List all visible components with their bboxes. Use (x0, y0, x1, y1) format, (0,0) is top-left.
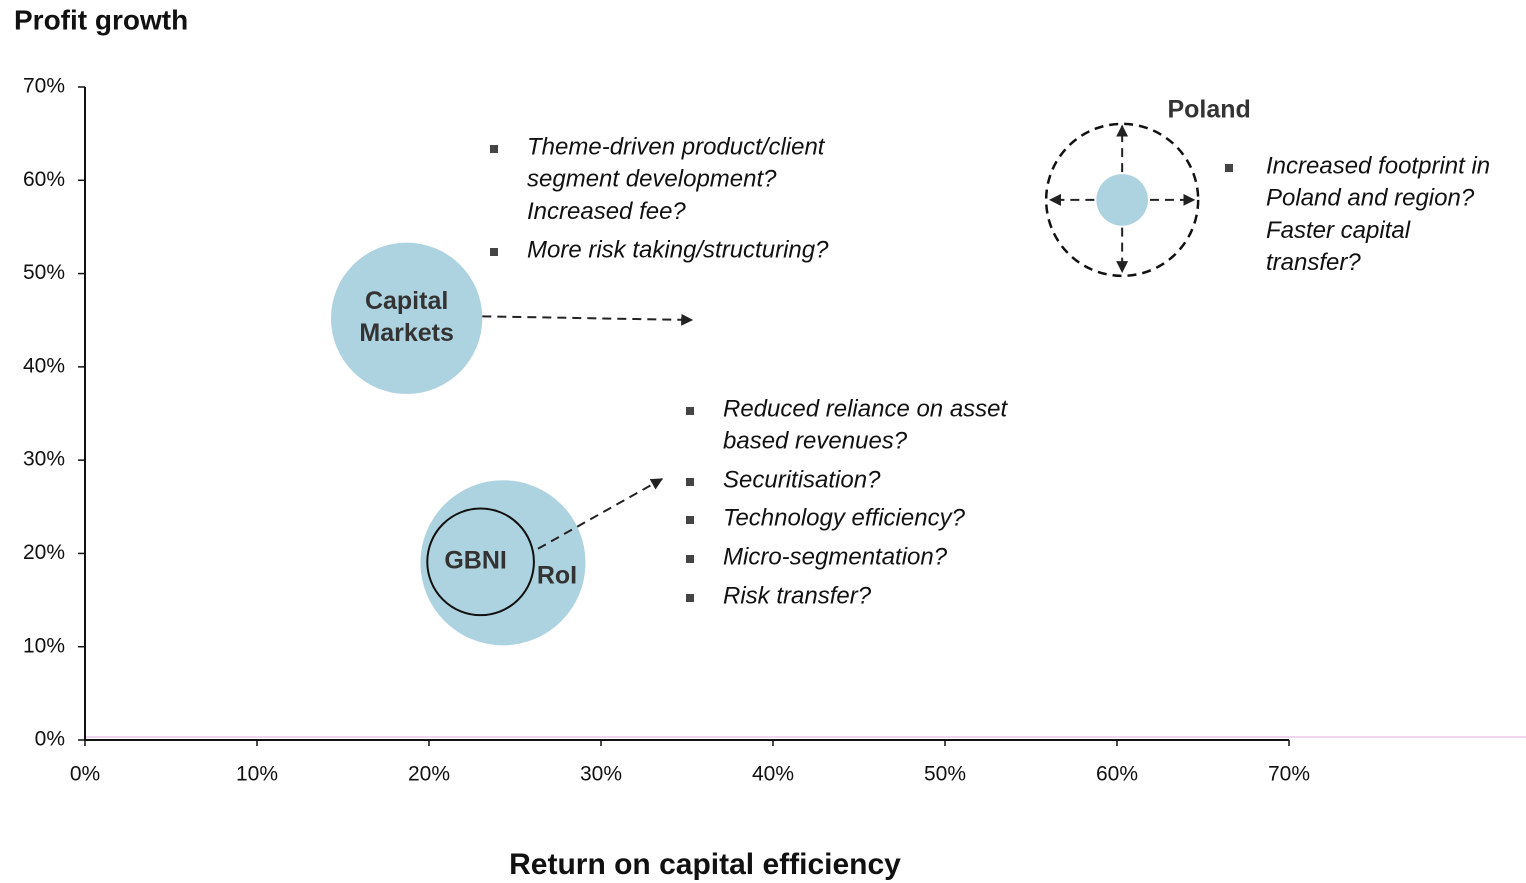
bubble (330, 242, 483, 395)
bubble (1096, 174, 1148, 226)
bullet (490, 248, 498, 256)
x-tick-label: 50% (924, 763, 966, 786)
x-tick-label: 10% (236, 763, 278, 786)
note-text: Theme-driven product/client (527, 133, 826, 160)
bubble-label: Markets (359, 319, 454, 347)
note-text: Risk transfer? (723, 582, 872, 609)
bubble-label: Capital (365, 287, 448, 315)
note-text: Increased footprint in (1266, 152, 1490, 179)
x-tick-label: 20% (408, 763, 450, 786)
y-tick-label: 60% (23, 168, 65, 191)
bullet (1225, 164, 1233, 172)
arrow (482, 313, 694, 326)
y-tick-label: 30% (23, 448, 65, 471)
note-text: Reduced reliance on asset (723, 395, 1009, 422)
note-text: Securitisation? (723, 466, 881, 493)
bullet (686, 407, 694, 415)
bullet (686, 555, 694, 563)
x-tick-label: 40% (752, 763, 794, 786)
y-tick-label: 40% (23, 354, 65, 377)
x-axis-label: Return on capital efficiency (509, 848, 901, 881)
note-text: Micro-segmentation? (723, 543, 948, 570)
bullet (490, 145, 498, 153)
y-tick-label: 50% (23, 261, 65, 284)
y-tick-label: 20% (23, 541, 65, 564)
note-text: Increased fee? (527, 198, 686, 225)
y-tick-label: 0% (35, 728, 65, 751)
chart-title: Profit growth (14, 4, 188, 35)
note-text: based revenues? (723, 428, 908, 455)
bubble (420, 480, 586, 646)
note-text: transfer? (1266, 249, 1361, 276)
note-text: Faster capital (1266, 217, 1411, 244)
arrow (537, 478, 664, 550)
bubble (426, 507, 535, 617)
x-tick-label: 0% (70, 763, 100, 786)
bubble-label: RoI (537, 561, 577, 589)
y-tick-label: 70% (23, 75, 65, 98)
note-text: Poland and region? (1266, 185, 1475, 212)
note-text: More risk taking/structuring? (527, 236, 829, 263)
x-tick-label: 30% (580, 763, 622, 786)
bullet (686, 594, 694, 602)
x-tick-label: 70% (1268, 763, 1310, 786)
bullet (686, 478, 694, 486)
bubble-label: GBNI (444, 546, 507, 574)
x-tick-label: 60% (1096, 763, 1138, 786)
note-text: Technology efficiency? (723, 504, 966, 531)
note-text: segment development? (527, 166, 777, 193)
bubble-label: Poland (1167, 95, 1250, 123)
bullet (686, 516, 694, 524)
y-tick-label: 10% (23, 634, 65, 657)
